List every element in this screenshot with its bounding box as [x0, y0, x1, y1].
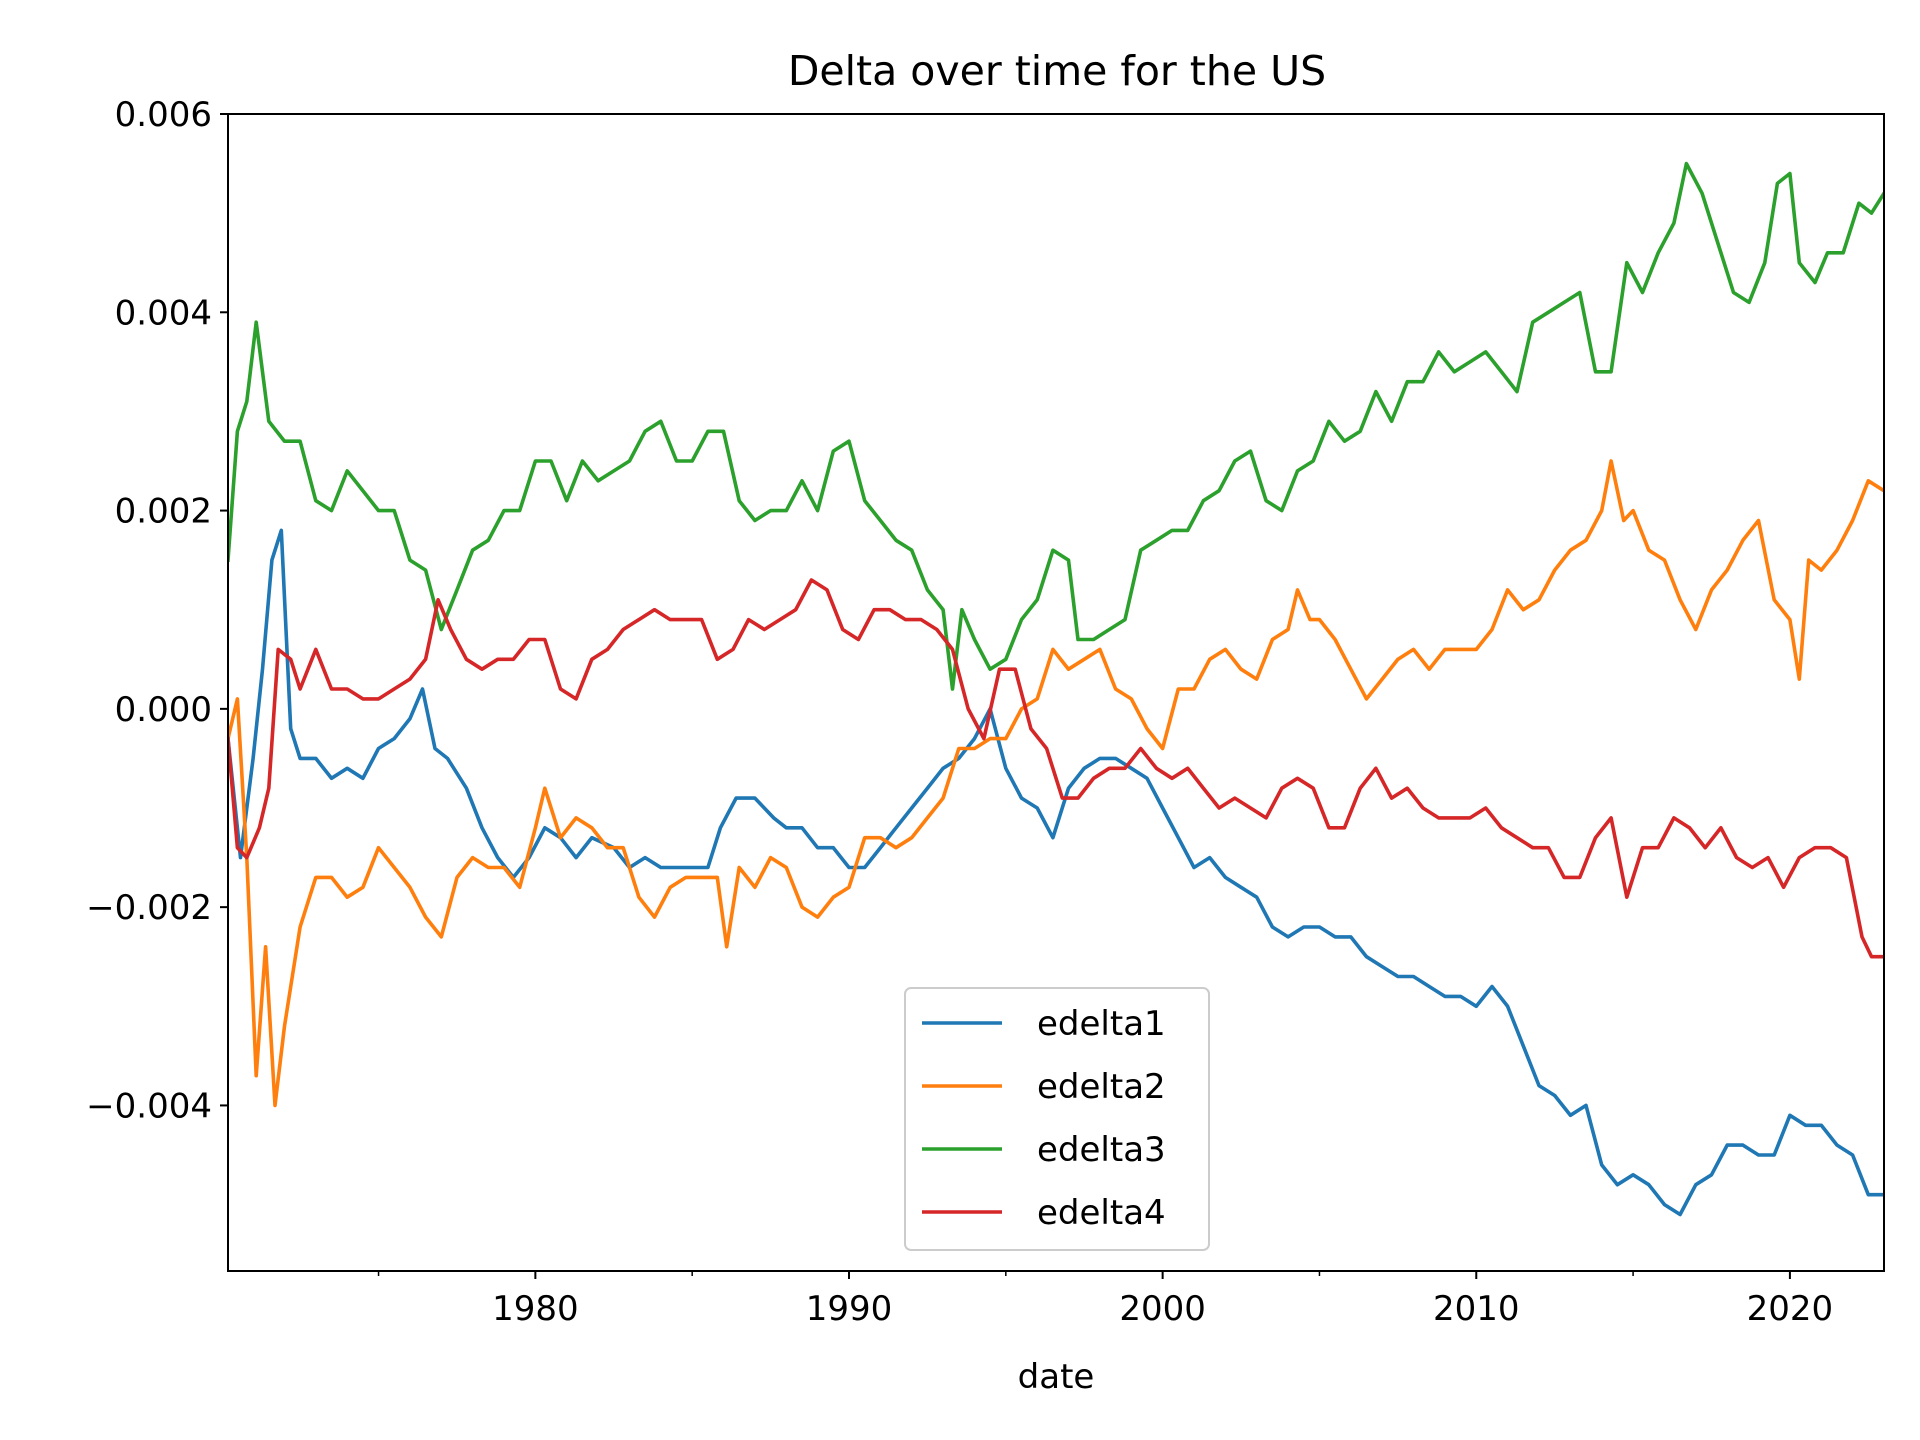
x-tick-label: 1990 [806, 1289, 893, 1329]
series-line-edelta4 [228, 578, 1884, 959]
legend: edelta1 edelta2 edelta3 edelta4 [904, 987, 1210, 1251]
y-tick-label: 0.000 [115, 690, 212, 730]
y-tick-label: 0.004 [115, 293, 212, 333]
x-tick-label: 2000 [1119, 1289, 1206, 1329]
series-line-edelta3 [228, 161, 1884, 691]
x-axis-label: date [1018, 1357, 1095, 1397]
y-tick-label: 0.002 [115, 492, 212, 532]
legend-label-edelta2: edelta2 [1037, 1067, 1166, 1107]
legend-label-edelta4: edelta4 [1037, 1193, 1166, 1233]
legend-label-edelta3: edelta3 [1037, 1130, 1166, 1170]
series-line-edelta1 [228, 528, 1884, 1217]
legend-items: edelta1 edelta2 edelta3 edelta4 [922, 1004, 1166, 1233]
plot-frame [227, 113, 1885, 1272]
chart-title: Delta over time for the US [788, 47, 1326, 95]
y-tick-label: −0.004 [86, 1086, 212, 1126]
axis-layer: −0.004 −0.002 0.000 0.002 0.004 0.006 1980 1990… [86, 95, 1833, 1329]
x-tick-label: 2010 [1433, 1289, 1520, 1329]
x-tick-label: 2020 [1747, 1289, 1834, 1329]
legend-label-edelta1: edelta1 [1037, 1004, 1166, 1044]
series-layer [228, 161, 1884, 1217]
y-tick-label: −0.002 [86, 888, 212, 928]
x-tick-label: 1980 [492, 1289, 579, 1329]
legend-frame [904, 987, 1210, 1251]
y-tick-label: 0.006 [115, 95, 212, 135]
series-line-edelta2 [228, 459, 1884, 1108]
